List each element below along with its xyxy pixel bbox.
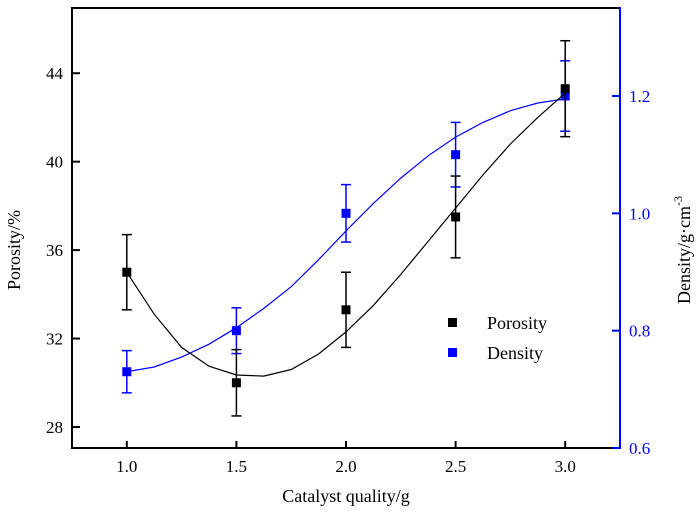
plot-frame-top [72,7,620,9]
y-axis-right-title: Density/g·cm-3 [671,196,694,304]
density-marker [231,326,241,336]
porosity-point [450,175,461,259]
y-axis-right-title-main: Density/g·cm [674,206,694,304]
porosity-marker [341,305,351,315]
porosity-point [121,233,132,311]
x-axis-title: Catalyst quality/g [282,486,410,506]
legend-marker-porosity [448,318,457,327]
y-axis-right-title-sup: -3 [671,196,685,206]
y-right-tick-label: 0.8 [629,322,650,341]
y-right-tick-label: 0.6 [629,439,650,458]
legend-label-porosity: Porosity [487,313,547,333]
x-tick-label: 1.5 [226,457,247,476]
density-point [341,183,351,243]
porosity-point [560,39,571,138]
y-right-tick-label: 1.2 [629,87,650,106]
porosity-point [341,271,351,349]
y-left-tick-label: 32 [46,330,63,349]
legend: Porosity Density [448,313,547,363]
y-left-tick-label: 28 [46,418,63,437]
y-left-tick-label: 44 [46,64,64,83]
density-marker [122,367,132,377]
legend-marker-density [448,348,457,357]
right-axis-line [619,7,621,449]
porosity-point [231,348,242,417]
plot-frame-left [71,7,73,449]
porosity-marker [560,84,570,94]
y-right-tick-label: 1.0 [629,204,650,223]
plot-marks [121,39,571,417]
density-marker [451,150,461,160]
y-axis-left-title: Porosity/% [4,210,24,290]
density-point [121,349,132,394]
y-left-tick-label: 36 [46,241,63,260]
legend-label-density: Density [487,343,543,363]
x-tick-label: 2.5 [445,457,466,476]
porosity-marker [231,378,241,388]
density-point [231,307,242,355]
y-left-tick-label: 40 [46,153,63,172]
axes-ticks: 1.0 1.5 2.0 2.5 3.0 28 32 36 40 44 0.6 0.8 1.0 1.2 [46,64,650,476]
x-tick-label: 1.0 [116,457,137,476]
density-marker [341,208,351,218]
porosity-marker [451,212,461,222]
porosity-marker [122,267,132,277]
x-tick-label: 2.0 [335,457,356,476]
x-tick-label: 3.0 [555,457,576,476]
